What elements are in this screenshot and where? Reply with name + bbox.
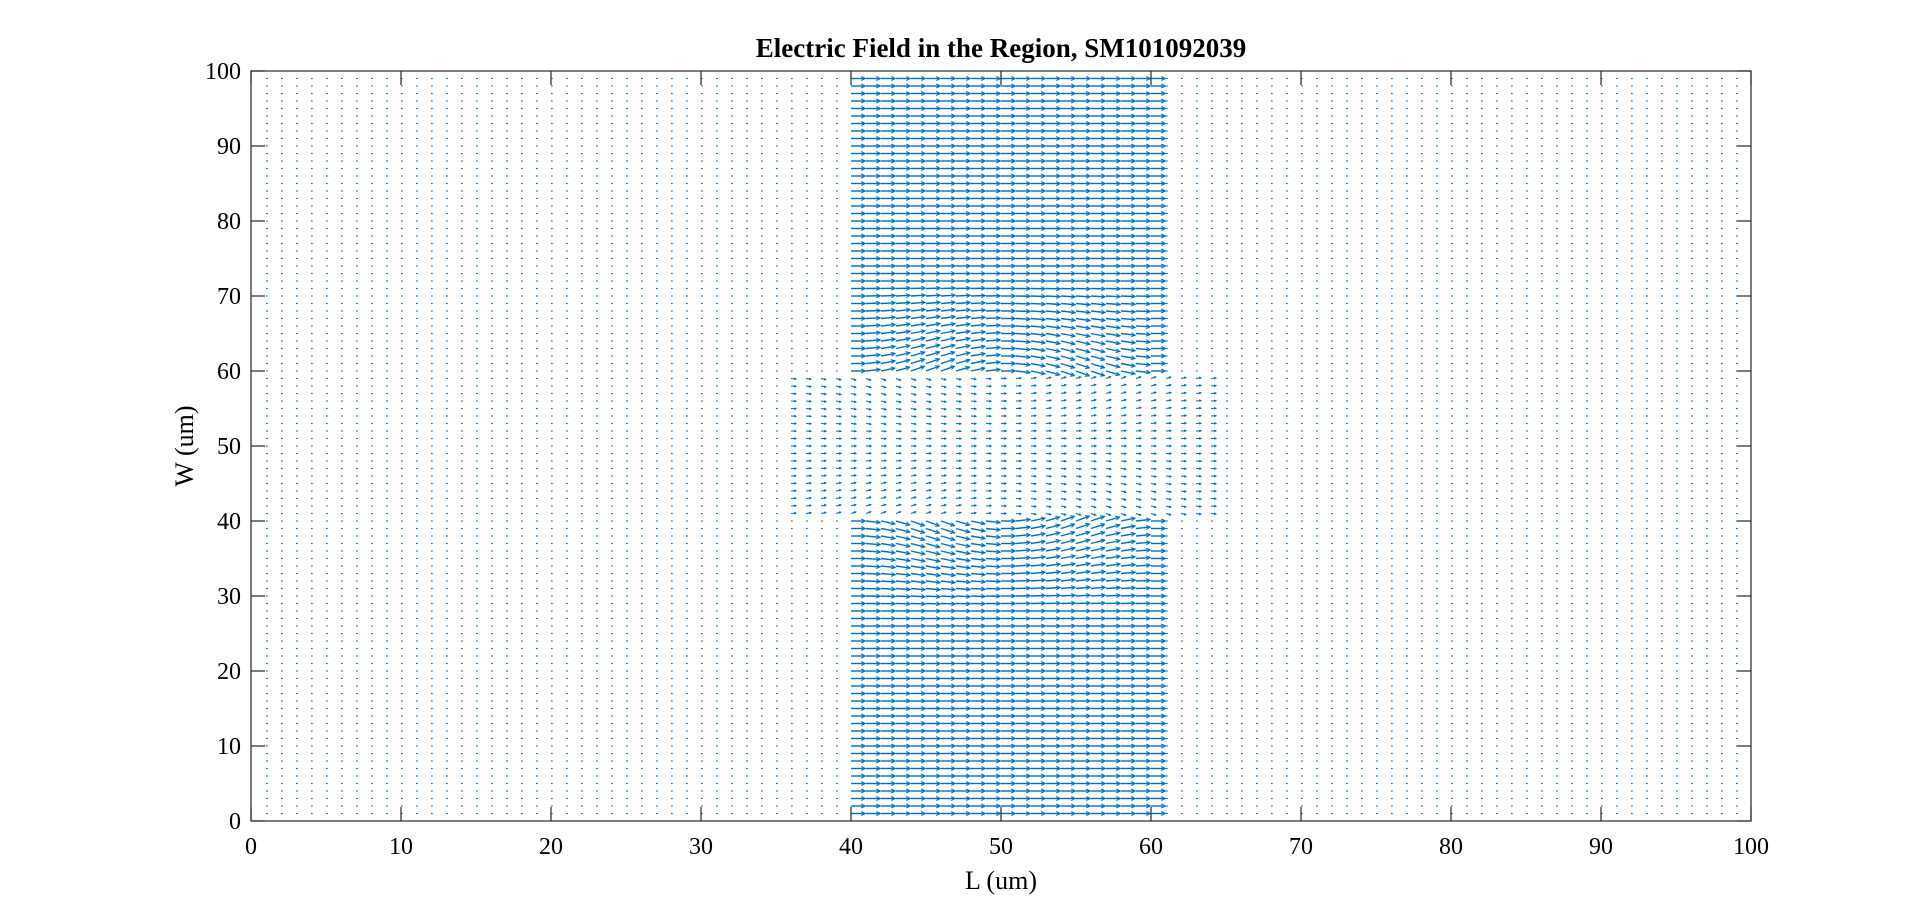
field-arrow (896, 295, 910, 296)
field-arrow (866, 581, 880, 582)
field-arrow (866, 318, 880, 319)
field-arrow (896, 596, 910, 597)
field-arrow (866, 310, 880, 311)
field-arrow (881, 589, 895, 590)
field-arrow (881, 303, 895, 304)
field-arrow (866, 574, 880, 575)
chart-title: Electric Field in the Region, SM10109203… (756, 33, 1246, 63)
